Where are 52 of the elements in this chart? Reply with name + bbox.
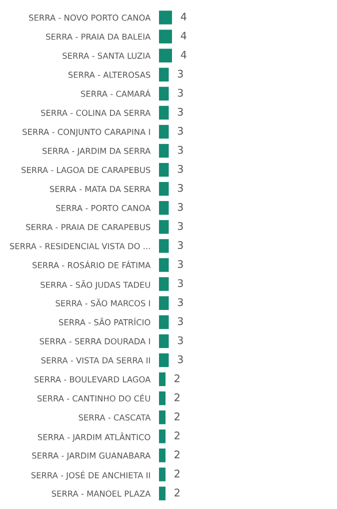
data-label: 2 (174, 374, 180, 382)
y-tick-label: SERRA - CONJUNTO CARAPINA I (22, 128, 150, 137)
data-label: 3 (178, 260, 183, 268)
data-label: 3 (178, 184, 183, 192)
y-tick-label: SERRA - SERRA DOURADA I (40, 338, 150, 344)
data-label: 2 (174, 432, 180, 440)
data-label: 3 (178, 336, 183, 344)
y-tick-label: SERRA - SÃO MARCOS I (56, 298, 150, 306)
data-label: 3 (178, 88, 183, 97)
y-tick-label: SERRA - CAMARÁ (81, 89, 151, 97)
data-label: 3 (178, 203, 183, 211)
data-label: 3 (178, 108, 183, 116)
y-tick-label: SERRA - SANTA LUZIA (62, 52, 151, 59)
data-label: 3 (178, 298, 183, 306)
y-tick-label: SERRA - ALTEROSAS (68, 72, 150, 78)
data-label: 2 (174, 470, 180, 478)
data-label: 4 (180, 12, 186, 20)
y-tick-label: SERRA - JARDIM DA SERRA (42, 148, 151, 156)
y-tick-label: SERRA - COLINA DA SERRA (41, 110, 151, 116)
data-label: 3 (178, 222, 183, 230)
y-tick-label: SERRA - CASCATA (78, 414, 151, 421)
y-tick-label: SERRA - PORTO CANOA (56, 204, 151, 212)
y-tick-label: SERRA - BOULEVARD LAGOA (34, 376, 151, 382)
data-label: 3 (178, 164, 183, 173)
y-tick-label: SERRA - SÃO PATRÍCIO (59, 318, 150, 326)
y-tick-label: SERRA - NOVO PORTO CANOA (29, 14, 151, 21)
data-label: 3 (178, 355, 183, 364)
data-label: 4 (180, 50, 186, 58)
y-tick-label: SERRA - CANTINHO DO CÉU (38, 394, 150, 402)
data-label: 4 (180, 32, 186, 40)
data-label: 3 (178, 146, 183, 154)
data-label: 3 (178, 241, 183, 250)
y-tick-label: SERRA - SÃO JUDAS TADEU (40, 280, 150, 290)
data-label: 3 (178, 70, 183, 78)
y-tick-label: SERRA - MANOEL PLAZA (52, 490, 151, 497)
y-tick-label: SERRA - MATA DA SERRA (50, 186, 151, 192)
y-tick-label: SERRA - ROSÁRIO DE FÁTIMA (32, 260, 151, 268)
data-label: 2 (174, 450, 180, 458)
y-tick-label: SERRA - PRAIA DE CARAPEBUS (26, 224, 150, 230)
y-tick-label: SERRA - PRAIA DA BALEIA (46, 34, 151, 40)
data-label: 3 (178, 126, 183, 135)
y-tick-label: SERRA - JARDIM ATLÂNTICO (38, 432, 150, 442)
data-label: 3 (178, 317, 183, 326)
data-label: 2 (174, 412, 180, 420)
data-label: 2 (174, 393, 180, 402)
y-tick-label: SERRA - VISTA DA SERRA II (41, 357, 150, 364)
y-tick-label: SERRA - RESIDENCIAL VISTA DO ... (10, 243, 150, 250)
y-tick-label: SERRA - JOSÉ DE ANCHIETA II (31, 470, 150, 480)
data-label: 2 (174, 488, 180, 496)
y-tick-label: SERRA - LAGOA DE CARAPEBUS (22, 166, 150, 174)
y-tick-label: SERRA - JARDIM GUANABARA (32, 452, 151, 460)
data-label: 3 (178, 279, 183, 288)
